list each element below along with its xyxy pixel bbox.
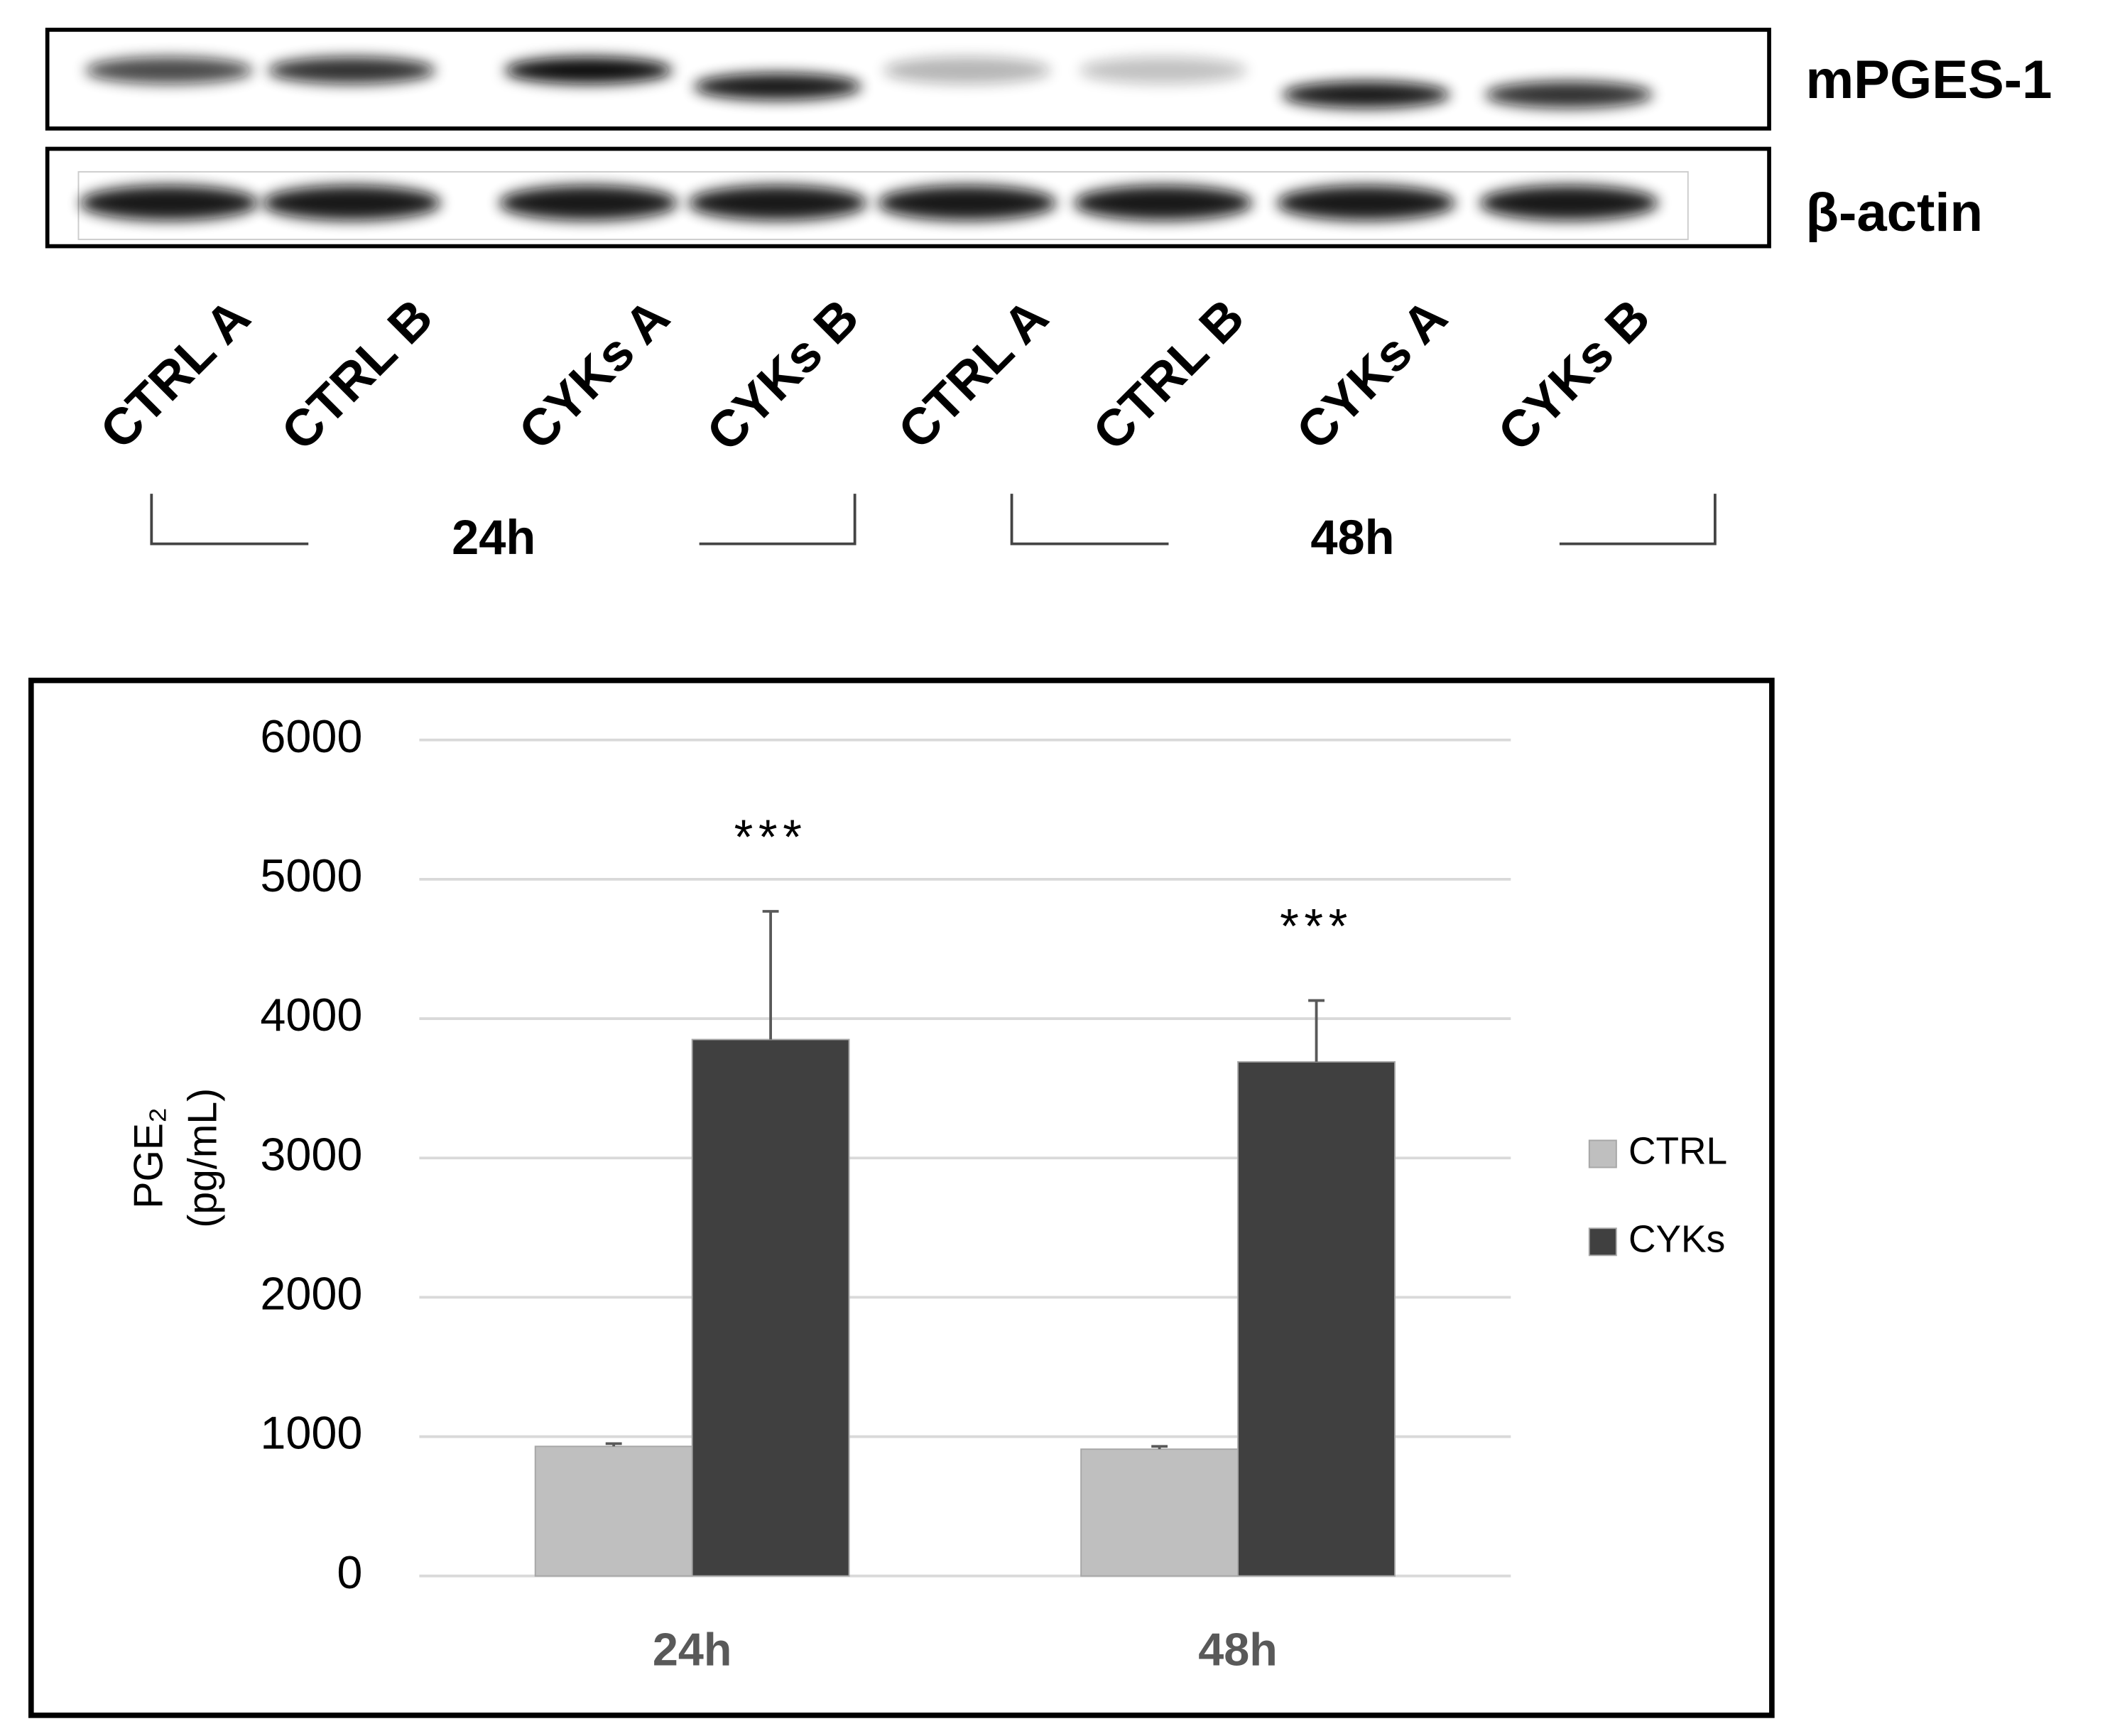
y-axis-label: PGE₂: [126, 1107, 171, 1209]
group-brackets: [150, 494, 1717, 546]
x-tick-label: 48h: [1198, 1623, 1278, 1675]
lane-label: CTRL A: [89, 288, 261, 460]
legend-label: CTRL: [1628, 1131, 1727, 1173]
y-axis-label: (pg/mL): [180, 1088, 226, 1228]
lane-labels: CTRL A CTRL B CYKs A CYKs B CTRL A CTRL B CYKs…: [89, 288, 1661, 462]
band: [1074, 185, 1253, 221]
bracket: [699, 494, 856, 546]
error-bar: [605, 1442, 622, 1447]
y-tick-label: 4000: [260, 989, 362, 1041]
band: [504, 56, 673, 85]
bar: [691, 1038, 850, 1577]
chart-frame: [28, 678, 1775, 1718]
error-bar: [1151, 1445, 1168, 1450]
y-tick-label: 1000: [260, 1407, 362, 1459]
row-label: β-actin: [1805, 183, 1983, 243]
band: [694, 72, 862, 100]
band: [499, 185, 678, 221]
band: [878, 185, 1057, 221]
error-bar: [1308, 999, 1325, 1062]
band: [85, 56, 254, 85]
lane-label: CYKs A: [1285, 288, 1458, 461]
y-tick-label: 6000: [260, 710, 362, 762]
lane-label: CYKs B: [696, 288, 870, 462]
bar: [1237, 1060, 1396, 1577]
group-label: 48h: [1310, 510, 1394, 565]
annotation: ***: [1280, 899, 1353, 954]
y-tick-label: 2000: [260, 1267, 362, 1319]
lane-label: CTRL A: [887, 288, 1059, 460]
lane-label: CYKs A: [508, 288, 680, 461]
bands: [80, 56, 1658, 221]
legend-label: CYKs: [1628, 1218, 1725, 1260]
bar: [1080, 1448, 1239, 1577]
band: [268, 56, 436, 85]
band: [80, 185, 259, 221]
band: [688, 185, 867, 221]
bracket: [1010, 494, 1169, 546]
band: [1485, 81, 1653, 109]
lane-label: CTRL B: [271, 288, 444, 462]
band: [262, 185, 441, 221]
band: [883, 56, 1051, 85]
annotation: ***: [734, 810, 807, 864]
bar: [534, 1445, 693, 1577]
group-label: 24h: [452, 510, 535, 565]
legend-swatch: [1588, 1139, 1617, 1168]
bracket: [1559, 494, 1717, 546]
bracket: [150, 494, 309, 546]
band: [1276, 185, 1456, 221]
band: [1479, 185, 1658, 221]
error-bar: [762, 910, 779, 1040]
legend-swatch: [1588, 1227, 1617, 1257]
row-label: mPGES-1: [1805, 50, 2052, 110]
band: [1282, 81, 1450, 109]
chart: 0 1000 2000 3000 4000 5000 6000 PGE₂ (pg/mL) 24h *…: [126, 710, 1727, 1676]
y-tick-label: 0: [337, 1546, 362, 1598]
lane-label: CTRL B: [1082, 288, 1255, 462]
blot-inner: [77, 170, 1689, 241]
x-tick-label: 24h: [653, 1623, 732, 1675]
lane-label: CYKs B: [1487, 288, 1661, 462]
y-tick-label: 5000: [260, 850, 362, 901]
y-tick-label: 3000: [260, 1128, 362, 1180]
band: [1079, 56, 1247, 85]
